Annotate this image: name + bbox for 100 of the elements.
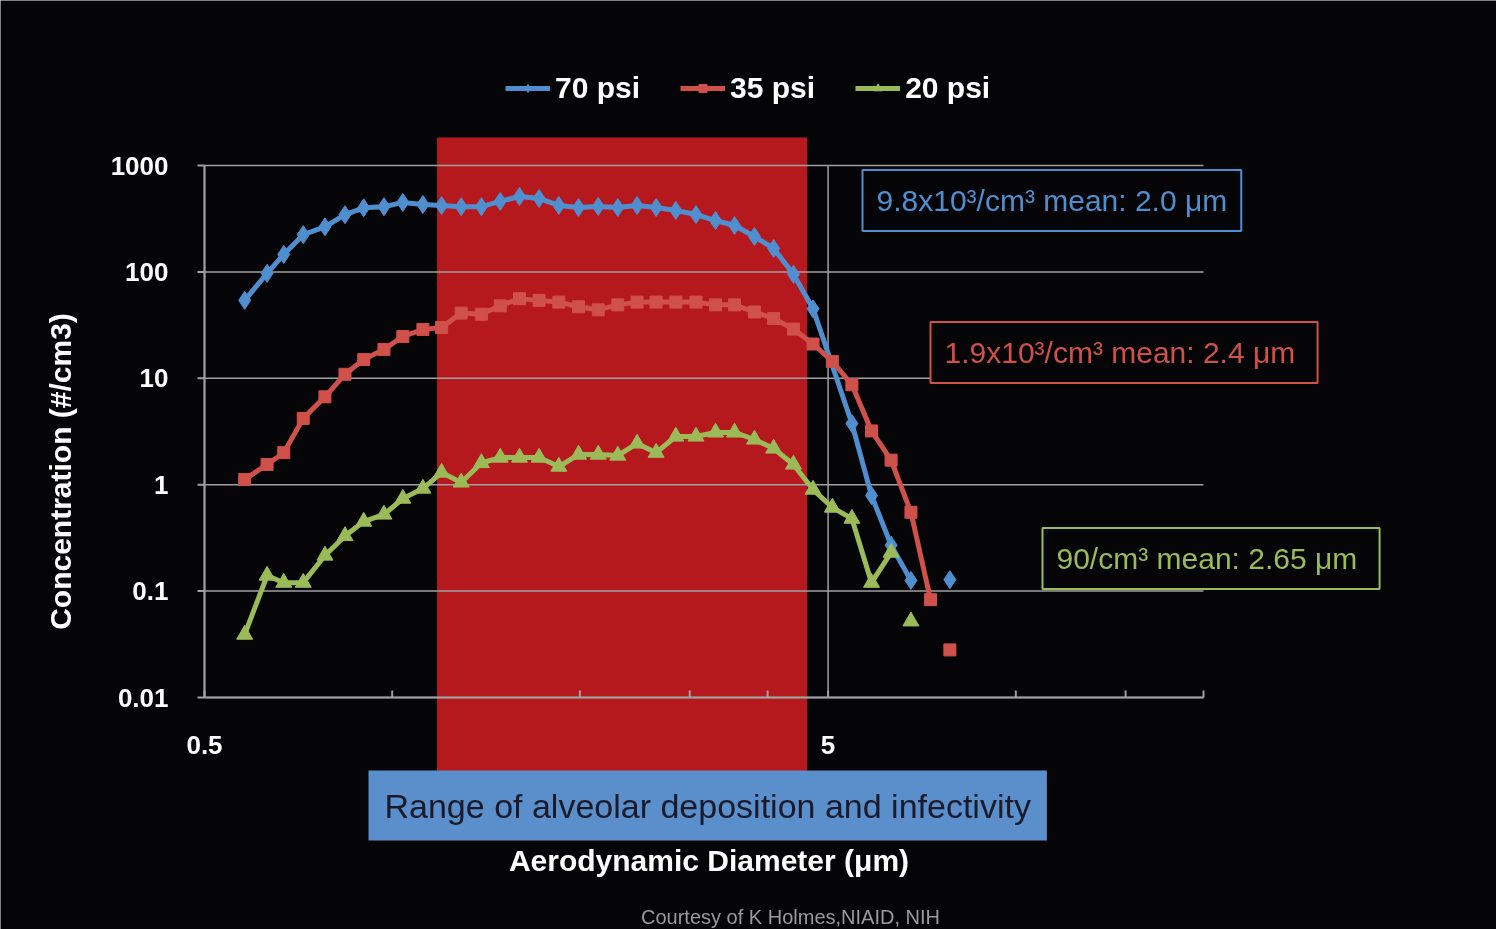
point <box>689 295 703 309</box>
point <box>767 311 781 325</box>
point <box>745 429 763 445</box>
point <box>416 322 430 336</box>
point <box>765 438 783 454</box>
point <box>318 390 332 404</box>
legend-label: 70 psi <box>555 71 641 105</box>
point <box>238 472 252 486</box>
point <box>338 367 352 381</box>
point <box>474 307 488 321</box>
point <box>591 303 605 317</box>
point <box>865 424 879 438</box>
point <box>277 244 291 264</box>
point <box>277 446 291 460</box>
point <box>806 337 820 351</box>
point <box>552 295 566 309</box>
point <box>747 227 761 247</box>
point <box>884 453 898 467</box>
point <box>572 198 586 217</box>
point <box>825 354 839 368</box>
point <box>726 422 744 438</box>
point <box>435 321 449 335</box>
point <box>336 526 354 542</box>
point <box>687 426 705 442</box>
point <box>532 188 546 208</box>
point <box>667 426 685 442</box>
point <box>630 295 644 309</box>
point <box>552 195 566 215</box>
point <box>260 457 274 471</box>
point <box>689 205 703 225</box>
point <box>728 215 742 235</box>
point <box>338 205 352 225</box>
point <box>589 444 607 460</box>
point <box>377 342 391 356</box>
point <box>882 542 900 558</box>
point <box>474 197 488 217</box>
point <box>493 191 507 211</box>
legend-label: 20 psi <box>905 71 991 105</box>
x-axis-title: Aerodynamic Diameter (μm) <box>508 844 910 877</box>
point <box>316 545 334 561</box>
point <box>472 453 490 469</box>
point <box>649 198 663 217</box>
point <box>630 195 644 215</box>
point <box>570 444 588 460</box>
point <box>375 504 393 520</box>
band-label: Range of alveolar deposition and infectivity <box>384 786 1031 825</box>
point <box>532 293 546 307</box>
point <box>611 298 625 312</box>
point <box>669 295 683 309</box>
point <box>669 200 683 220</box>
y-tick-label: 100 <box>125 256 169 287</box>
annotation: 1.9x10³/cm³ mean: 2.4 μm <box>944 336 1296 369</box>
y-tick-label: 10 <box>139 363 169 394</box>
point <box>609 445 627 461</box>
point <box>416 195 430 214</box>
point <box>823 497 841 513</box>
point <box>647 442 665 458</box>
point <box>394 488 412 504</box>
point <box>786 322 800 336</box>
point <box>275 572 293 588</box>
point <box>709 298 723 312</box>
point <box>357 353 371 367</box>
point <box>377 197 391 217</box>
point <box>491 447 509 463</box>
point <box>786 264 800 284</box>
text: Courtesy of K Holmes,NIAID, NIH <box>641 905 940 928</box>
point <box>357 198 371 218</box>
x-tick-label: 0.5 <box>186 729 223 760</box>
point <box>806 299 820 319</box>
legend-label: 35 psi <box>730 71 816 105</box>
point <box>767 238 781 258</box>
point <box>611 198 625 217</box>
point <box>454 197 468 217</box>
y-tick-label: 1000 <box>110 150 169 181</box>
point <box>355 511 373 527</box>
y-tick-label: 1 <box>154 469 169 500</box>
point <box>649 295 663 309</box>
point <box>707 422 725 438</box>
point <box>396 330 410 344</box>
y-axis-title: Concentration (#/cm3) <box>44 313 77 630</box>
point <box>260 263 274 283</box>
y-tick-label: 0.01 <box>117 682 169 713</box>
point <box>396 192 410 212</box>
point <box>747 305 761 319</box>
point <box>435 196 449 216</box>
point <box>591 196 605 216</box>
point <box>845 378 859 392</box>
point <box>863 572 881 588</box>
point <box>904 505 918 519</box>
point <box>709 211 723 231</box>
point <box>513 292 526 306</box>
annotation: 9.8x10³/cm³ mean: 2.0 μm <box>876 184 1228 217</box>
point <box>572 300 586 314</box>
point <box>843 508 861 524</box>
point <box>258 565 276 581</box>
annotation: 90/cm³ mean: 2.65 μm <box>1056 542 1358 575</box>
point <box>804 479 822 495</box>
point <box>454 306 468 320</box>
point <box>238 290 252 310</box>
y-tick-label: 0.1 <box>132 576 169 607</box>
